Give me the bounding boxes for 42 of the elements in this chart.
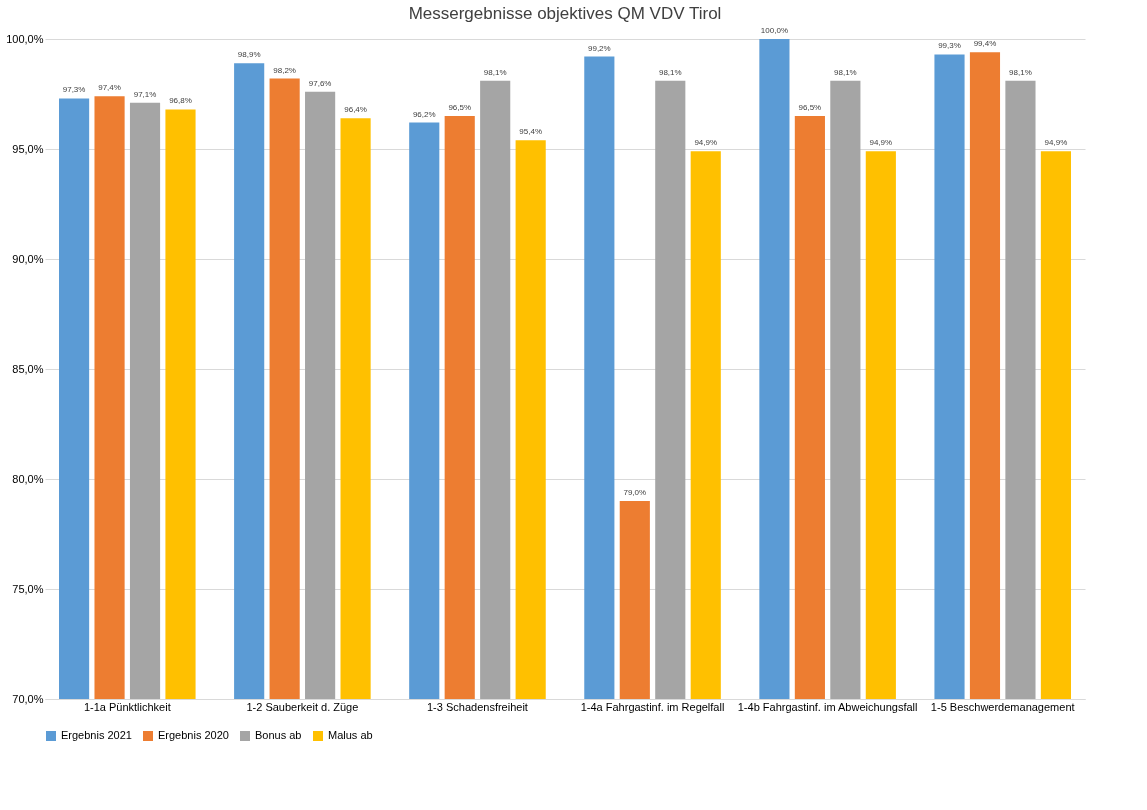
x-tick-label: 1-1a Pünktlichkeit	[83, 700, 171, 713]
data-label: 96,5%	[448, 103, 472, 112]
y-tick-label: 85,0%	[12, 362, 44, 375]
data-label: 79,0%	[623, 488, 647, 497]
x-tick-label: 1-3 Schadensfreiheit	[427, 700, 528, 713]
x-tick-label: 1-4b Fahrgastinf. im Abweichungsfall	[737, 700, 918, 713]
data-label: 96,5%	[798, 103, 822, 112]
data-label: 94,9%	[694, 138, 718, 148]
x-tick-label: 1-2 Sauberkeit d. Züge	[246, 700, 359, 713]
y-tick-label: 90,0%	[12, 252, 44, 265]
data-label: 98,1%	[834, 67, 857, 77]
data-label: 98,2%	[273, 65, 296, 75]
data-label: 98,1%	[483, 67, 507, 77]
data-label: 97,4%	[98, 83, 121, 93]
data-label: 98,9%	[237, 50, 261, 60]
y-tick-label: 70,0%	[12, 692, 44, 705]
y-tick-label: 75,0%	[12, 582, 44, 595]
data-label: 97,1%	[133, 89, 157, 99]
chart-title: Messergebnisse objektives QM VDV Tirol	[408, 4, 722, 23]
data-label: 95,4%	[519, 127, 543, 137]
data-label: 96,8%	[169, 96, 192, 106]
data-label: 99,3%	[938, 41, 961, 51]
data-label: 97,6%	[308, 78, 332, 88]
y-tick-label: 80,0%	[12, 472, 44, 485]
x-tick-label: 1-4a Fahrgastinf. im Regelfall	[580, 700, 725, 713]
y-tick-label: 100,0%	[6, 32, 44, 45]
data-label: 96,4%	[344, 105, 367, 115]
y-tick-label: 95,0%	[12, 142, 44, 155]
data-label: 94,9%	[1044, 138, 1068, 148]
data-label: 97,3%	[62, 85, 86, 95]
data-label: 100,0%	[760, 26, 788, 35]
data-label: 96,2%	[412, 109, 436, 119]
legend-label: Malus ab	[328, 729, 373, 741]
legend-label: Ergebnis 2020	[158, 729, 229, 741]
legend-label: Bonus ab	[255, 729, 302, 741]
data-label: 98,1%	[1009, 67, 1032, 77]
data-label: 99,4%	[973, 39, 997, 49]
data-label: 98,1%	[658, 67, 682, 77]
legend-label: Ergebnis 2021	[61, 729, 132, 741]
x-tick-label: 1-5 Beschwerdemanagement	[930, 700, 1075, 713]
data-label: 99,2%	[587, 43, 611, 53]
data-label: 94,9%	[869, 138, 893, 148]
